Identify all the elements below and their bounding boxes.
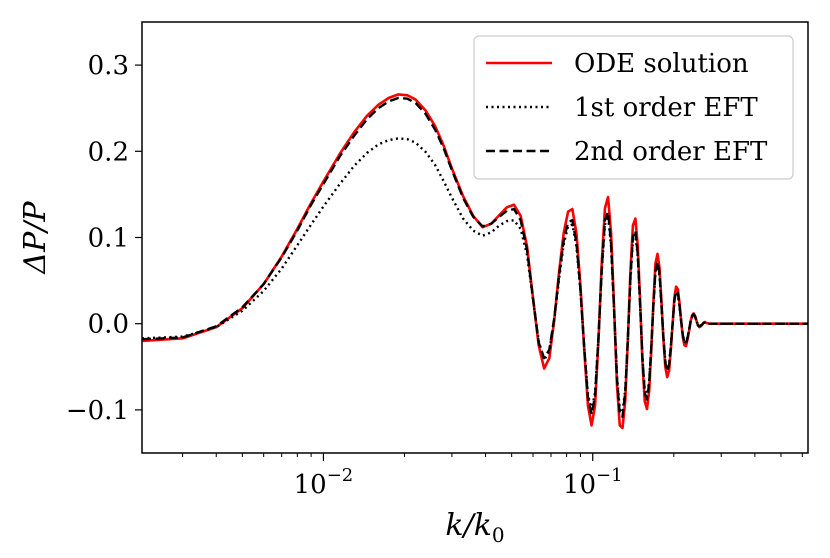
y-tick-label: 0.1 [88,224,129,254]
y-tick-label: 0.0 [88,310,129,340]
axis-ticks: −0.1 0.0 0.1 0.2 0.3 10−2 10−1 [66,51,803,500]
y-tick-label: 0.3 [88,51,129,81]
series-layer [142,93,808,430]
legend-label: ODE solution [574,49,749,79]
legend-box [473,35,794,180]
legend: ODE solution 1st order EFT 2nd order EFT [473,35,794,180]
legend-label: 2nd order EFT [574,137,768,167]
x-tick-label: 10−2 [294,465,354,500]
legend-label: 1st order EFT [574,93,758,123]
y-axis-label: ΔP/P [18,201,53,275]
series-line-2nd-order-eft [142,96,808,418]
x-axis-label: k/k0 [445,508,504,547]
y-tick-label: 0.2 [88,137,129,167]
y-tick-label: −0.1 [66,396,129,426]
x-tick-label: 10−1 [563,465,623,500]
